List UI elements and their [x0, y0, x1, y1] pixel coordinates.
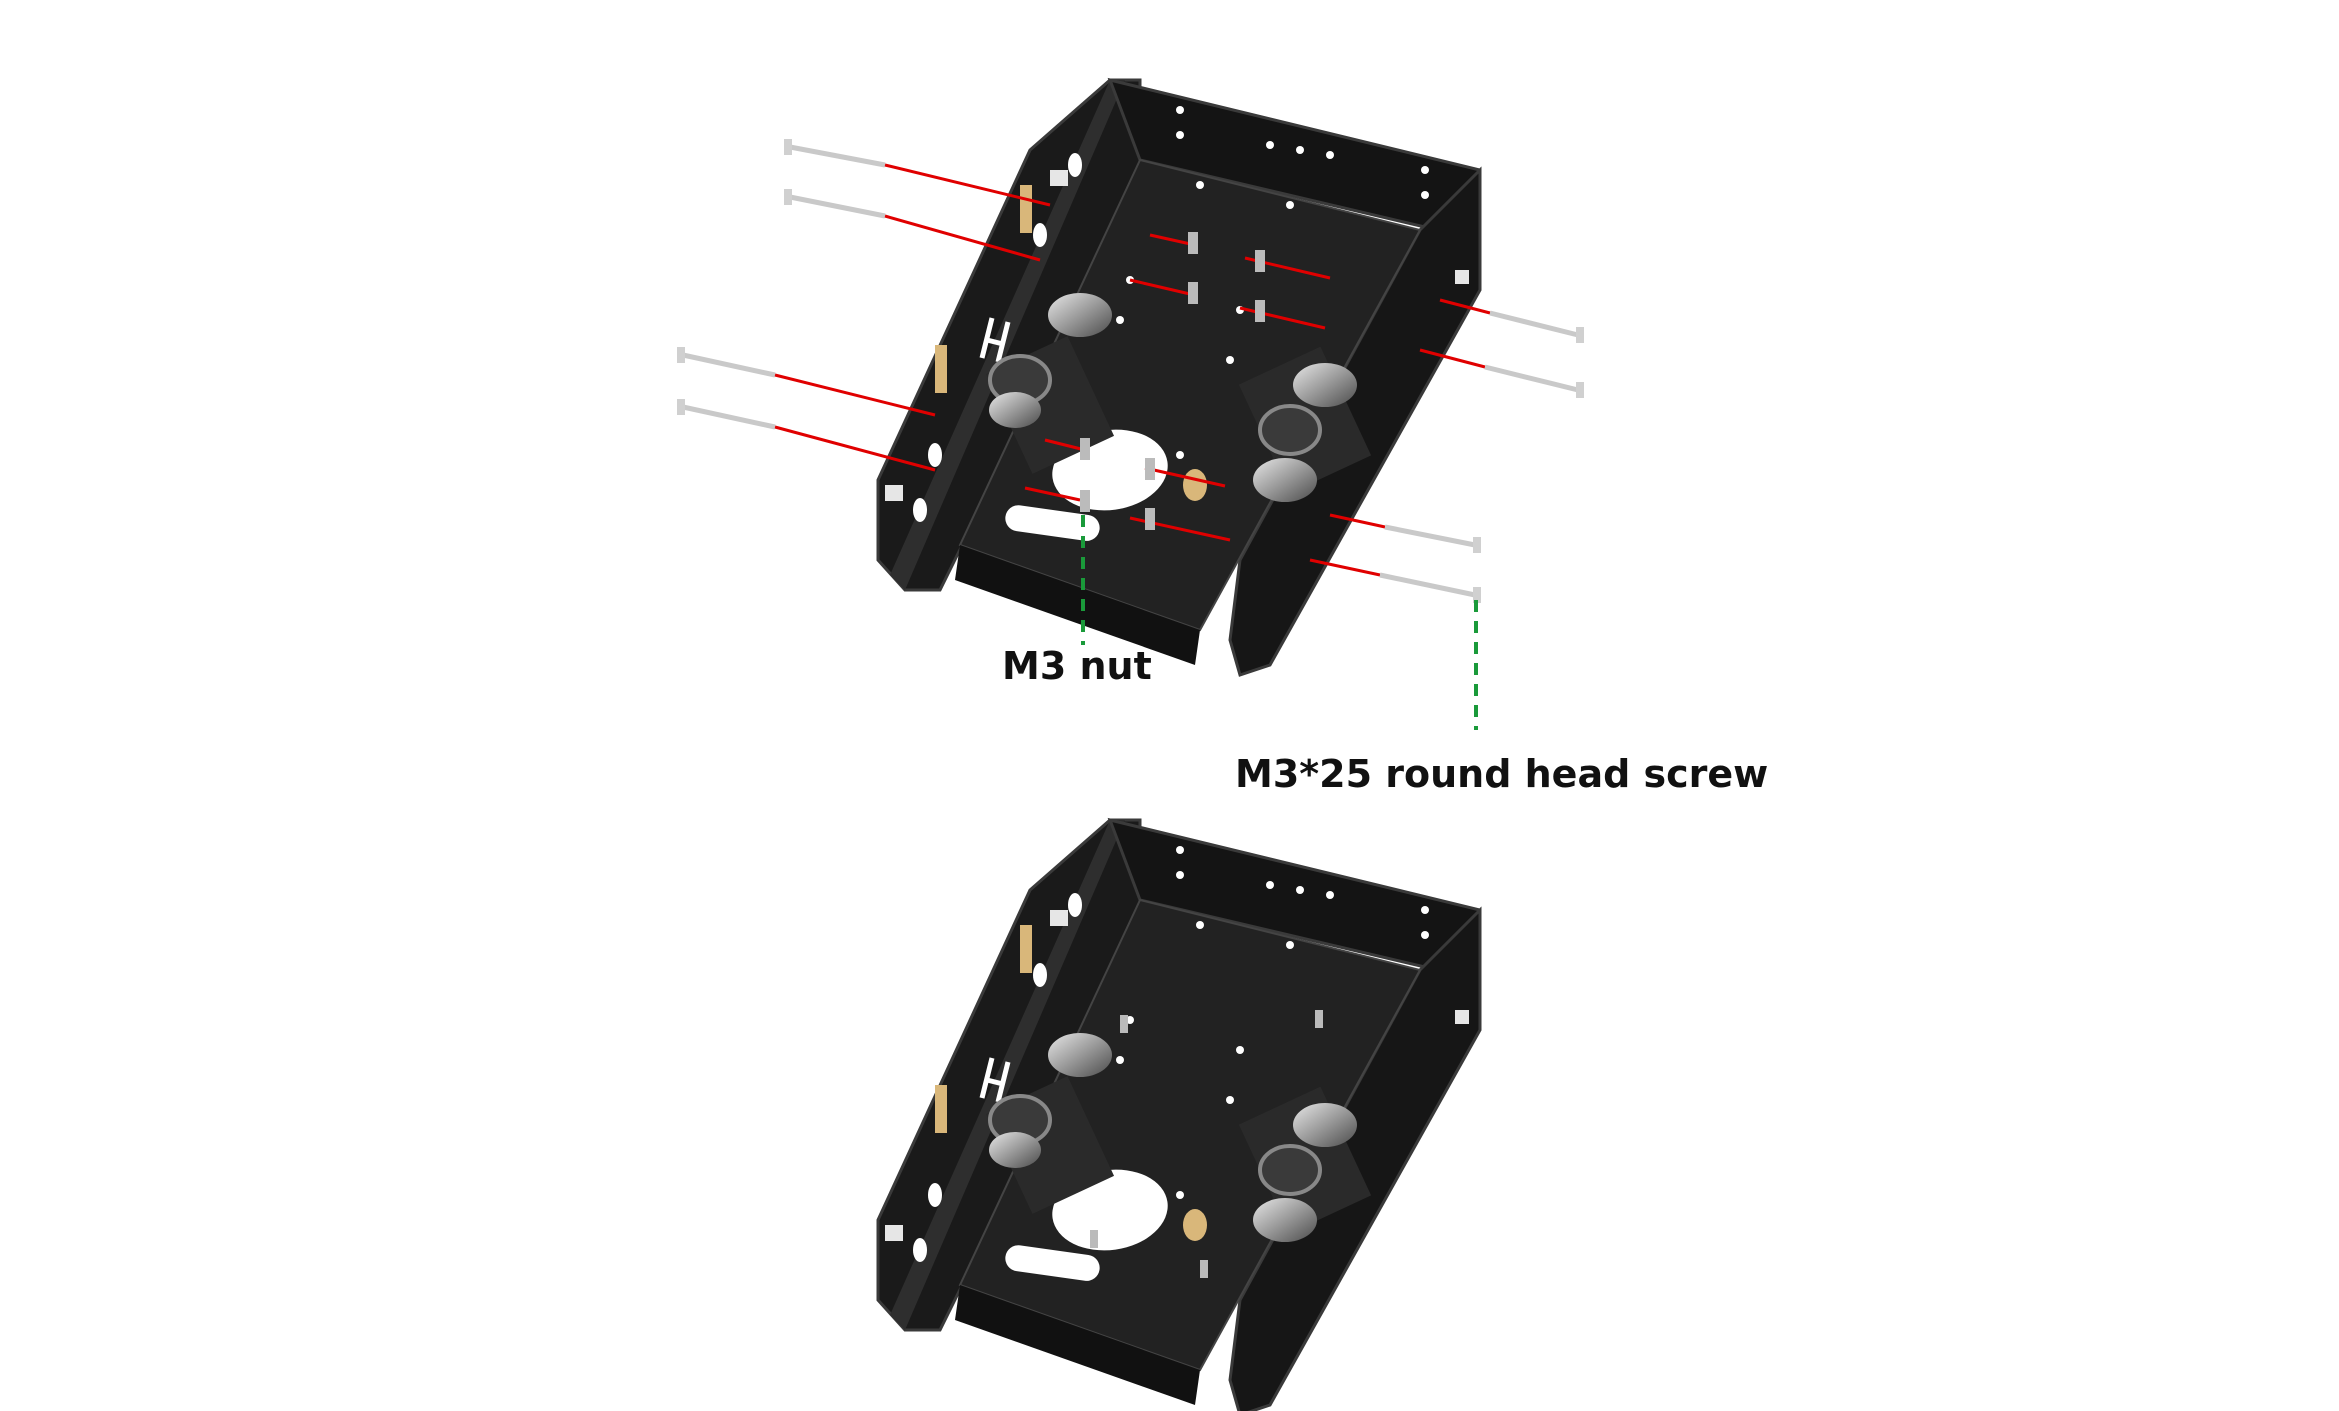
guide-line — [1024, 486, 1081, 502]
chassis-exploded-view — [677, 80, 1584, 730]
guide-line — [884, 214, 1041, 262]
guide-line — [1149, 233, 1196, 247]
screw — [784, 139, 886, 168]
screw — [784, 189, 886, 219]
screw — [677, 399, 776, 430]
guide-line — [774, 373, 936, 417]
screw — [1484, 364, 1584, 398]
screw — [1384, 524, 1481, 553]
hex-nut-icon — [1080, 232, 1265, 530]
guide-line — [1329, 513, 1386, 529]
screw-guides — [677, 139, 1584, 603]
guide-line — [1044, 438, 1086, 452]
guide-line — [1309, 558, 1381, 577]
guide-line — [884, 163, 1051, 207]
nut-label: M3 nut — [1002, 644, 1152, 688]
guide-line — [774, 425, 936, 472]
screw — [1489, 310, 1584, 343]
guide-line — [1419, 348, 1486, 369]
guide-line — [1239, 306, 1326, 330]
guide-line — [1144, 466, 1226, 488]
guide-line — [1129, 278, 1191, 296]
guide-line — [1439, 298, 1491, 315]
screw — [1379, 572, 1481, 603]
chassis-assembled-view — [878, 820, 1480, 1411]
screw — [677, 347, 776, 378]
screw-label: M3*25 round head screw — [1235, 752, 1769, 796]
